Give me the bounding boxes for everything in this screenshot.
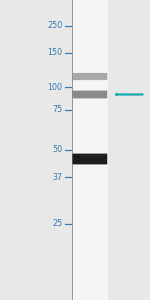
FancyBboxPatch shape xyxy=(72,154,107,164)
Text: 25: 25 xyxy=(52,219,62,228)
Text: 250: 250 xyxy=(47,21,62,30)
Text: 50: 50 xyxy=(52,146,62,154)
Text: 37: 37 xyxy=(52,172,62,182)
Text: 75: 75 xyxy=(52,105,62,114)
Text: 100: 100 xyxy=(47,82,62,91)
FancyBboxPatch shape xyxy=(72,91,107,98)
Text: 150: 150 xyxy=(47,48,62,57)
Bar xyxy=(72,0,108,300)
FancyBboxPatch shape xyxy=(72,73,107,80)
